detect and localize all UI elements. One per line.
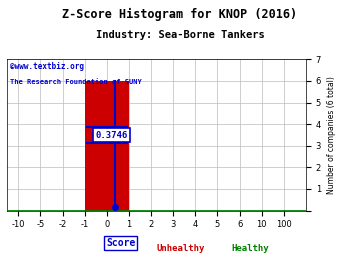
Text: Unhealthy: Unhealthy — [157, 244, 205, 253]
Text: Industry: Sea-Borne Tankers: Industry: Sea-Borne Tankers — [96, 30, 264, 40]
Text: Score: Score — [106, 238, 135, 248]
Text: Healthy: Healthy — [231, 244, 269, 253]
Text: 0.3746: 0.3746 — [96, 130, 128, 140]
Text: Z-Score Histogram for KNOP (2016): Z-Score Histogram for KNOP (2016) — [62, 8, 298, 21]
Y-axis label: Number of companies (6 total): Number of companies (6 total) — [327, 76, 336, 194]
Text: The Research Foundation of SUNY: The Research Foundation of SUNY — [10, 79, 142, 85]
Text: ©www.textbiz.org: ©www.textbiz.org — [10, 62, 84, 72]
Bar — [85, 81, 129, 211]
